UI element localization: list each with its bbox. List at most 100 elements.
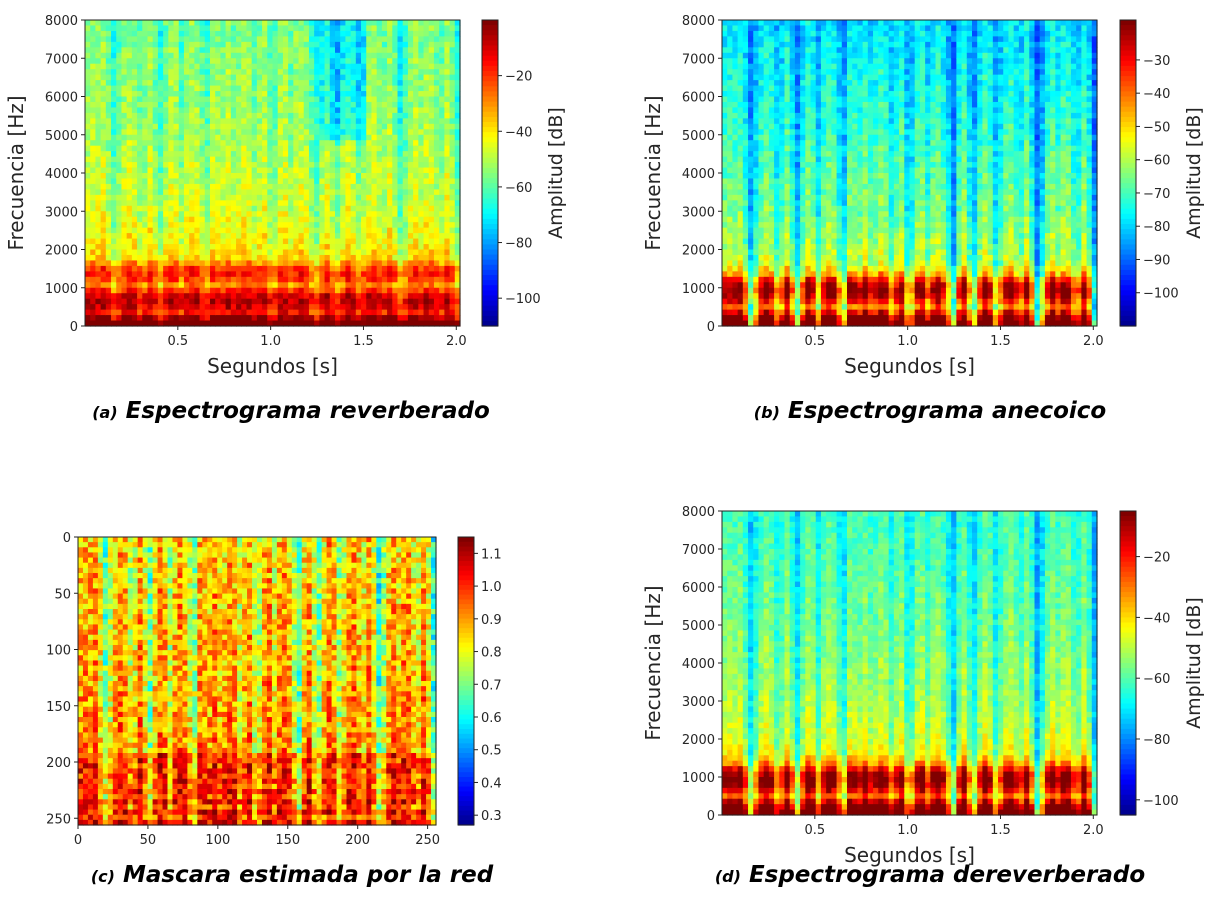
heatmap-cell	[147, 20, 154, 27]
heatmap-cell	[774, 36, 780, 43]
heatmap-cell	[131, 80, 138, 87]
heatmap-cell	[748, 58, 754, 65]
heatmap-cell	[95, 205, 102, 212]
heatmap-cell	[376, 85, 383, 92]
colorbar-segment	[482, 203, 498, 210]
heatmap-cell	[439, 189, 445, 196]
heatmap-cell	[189, 205, 195, 212]
heatmap-cell	[345, 74, 352, 81]
heatmap-cell	[95, 156, 102, 163]
heatmap-cell	[433, 298, 440, 305]
heatmap-cell	[272, 189, 279, 196]
heatmap-cell	[116, 151, 123, 158]
heatmap-cell	[183, 101, 190, 109]
y-tick-label: 6000	[45, 91, 78, 106]
heatmap-cell	[220, 85, 227, 92]
heatmap-cell	[737, 58, 744, 65]
heatmap-cell	[428, 25, 435, 32]
heatmap-cell	[768, 58, 775, 65]
heatmap-cell	[350, 162, 357, 169]
heatmap-cell	[168, 25, 175, 32]
heatmap-cell	[157, 112, 164, 119]
colorbar-tick-label: −100	[505, 292, 541, 307]
heatmap-cell	[236, 134, 242, 141]
heatmap-cell	[199, 30, 206, 37]
heatmap-cell	[236, 222, 242, 229]
heatmap-cell	[105, 244, 112, 251]
heatmap-cell	[454, 129, 461, 136]
heatmap-cell	[173, 265, 180, 272]
heatmap-cell	[371, 254, 378, 262]
heatmap-cell	[329, 320, 336, 327]
heatmap-cell	[215, 129, 222, 136]
heatmap-cell	[314, 129, 320, 136]
heatmap-cell	[282, 47, 289, 54]
heatmap-cell	[137, 30, 143, 37]
heatmap-cell	[387, 58, 393, 65]
heatmap-cell	[319, 222, 326, 229]
heatmap-cell	[246, 309, 253, 316]
heatmap-cell	[85, 304, 91, 311]
heatmap-cell	[251, 205, 258, 212]
heatmap-cell	[194, 293, 201, 300]
heatmap-cell	[288, 244, 294, 251]
heatmap-cell	[768, 123, 775, 130]
heatmap-cell	[194, 211, 201, 218]
heatmap-cell	[189, 151, 195, 158]
heatmap-cell	[215, 254, 222, 262]
heatmap-cell	[763, 25, 770, 32]
heatmap-cell	[277, 254, 284, 262]
heatmap-cell	[444, 178, 451, 185]
heatmap-cell	[340, 80, 347, 87]
heatmap-cell	[277, 91, 284, 98]
heatmap-cell	[178, 80, 185, 87]
heatmap-cell	[418, 222, 425, 229]
heatmap-cell	[111, 298, 117, 305]
heatmap-cell	[742, 238, 749, 245]
heatmap-cell	[361, 151, 367, 158]
heatmap-cell	[366, 271, 373, 278]
heatmap-cell	[361, 189, 367, 196]
heatmap-cell	[288, 211, 294, 218]
heatmap-cell	[251, 183, 258, 190]
heatmap-cell	[199, 200, 206, 207]
heatmap-cell	[753, 25, 760, 32]
heatmap-cell	[288, 189, 294, 196]
heatmap-cell	[152, 80, 159, 87]
heatmap-cell	[722, 249, 728, 256]
heatmap-cell	[173, 287, 180, 294]
heatmap-cell	[137, 91, 143, 98]
heatmap-cell	[392, 134, 399, 141]
heatmap-cell	[236, 112, 242, 119]
heatmap-cell	[340, 96, 347, 103]
heatmap-cell	[168, 167, 175, 174]
heatmap-cell	[85, 271, 91, 278]
heatmap-cell	[371, 260, 378, 267]
heatmap-cell	[319, 260, 326, 267]
heatmap-cell	[178, 145, 185, 152]
heatmap-cell	[423, 244, 430, 251]
heatmap-cell	[794, 183, 801, 190]
heatmap-cell	[355, 249, 362, 256]
heatmap-cell	[329, 30, 336, 37]
heatmap-cell	[95, 112, 102, 119]
heatmap-cell	[397, 52, 404, 59]
heatmap-cell	[345, 69, 352, 76]
heatmap-cell	[758, 315, 765, 322]
heatmap-cell	[329, 118, 336, 125]
heatmap-cell	[413, 36, 419, 43]
heatmap-cell	[407, 74, 414, 81]
heatmap-cell	[90, 249, 97, 256]
x-axis-label: Segundos [s]	[207, 354, 338, 378]
heatmap-cell	[407, 271, 414, 278]
heatmap-cell	[173, 315, 180, 322]
heatmap-cell	[753, 107, 760, 114]
heatmap-cell	[418, 183, 425, 190]
heatmap-cell	[137, 101, 143, 109]
heatmap-cell	[282, 265, 289, 272]
heatmap-cell	[413, 63, 419, 70]
heatmap-cell	[413, 178, 419, 185]
heatmap-cell	[105, 265, 112, 272]
colorbar-segment	[482, 142, 498, 149]
heatmap-cell	[407, 25, 414, 32]
